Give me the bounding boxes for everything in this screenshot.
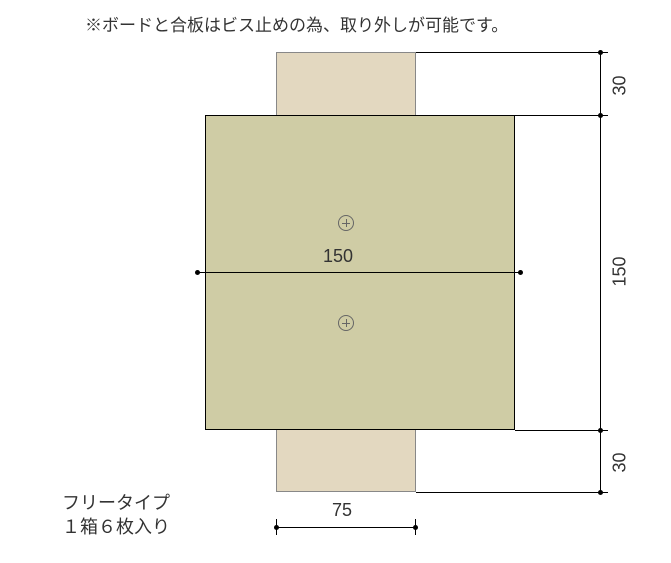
product-label-line2: １箱６枚入り [62,513,170,539]
ext-line-2 [515,115,594,116]
ext-line-1 [416,52,594,53]
dim-cap-75-left [274,525,279,530]
center-line-cap-right [518,270,523,275]
ext-line-3 [515,430,594,431]
dim-label-150-right: 150 [610,256,631,286]
dim-line-75 [276,527,416,528]
dim-cap-75-right [413,525,418,530]
ext-line-4 [416,492,594,493]
product-label-line1: フリータイプ [62,489,170,515]
dim-label-30-top: 30 [610,75,631,95]
dim-cap-r3 [598,428,603,433]
dim-label-30-bottom: 30 [610,452,631,472]
dim-cap-r2 [598,113,603,118]
note-text: ※ボードと合板はビス止めの為、取り外しが可能です。 [85,11,508,36]
dim-line-right [600,52,601,492]
center-line [197,272,522,273]
dim-cap-r1 [598,50,603,55]
dim-cap-r4 [598,490,603,495]
screw-mark-lower [338,315,354,331]
dim-label-75: 75 [332,500,352,521]
screw-mark-upper [338,215,354,231]
center-line-cap-left [195,270,200,275]
technical-diagram: ※ボードと合板はビス止めの為、取り外しが可能です。 150 75 30 150 … [0,0,671,563]
dim-label-width-150: 150 [323,246,353,267]
